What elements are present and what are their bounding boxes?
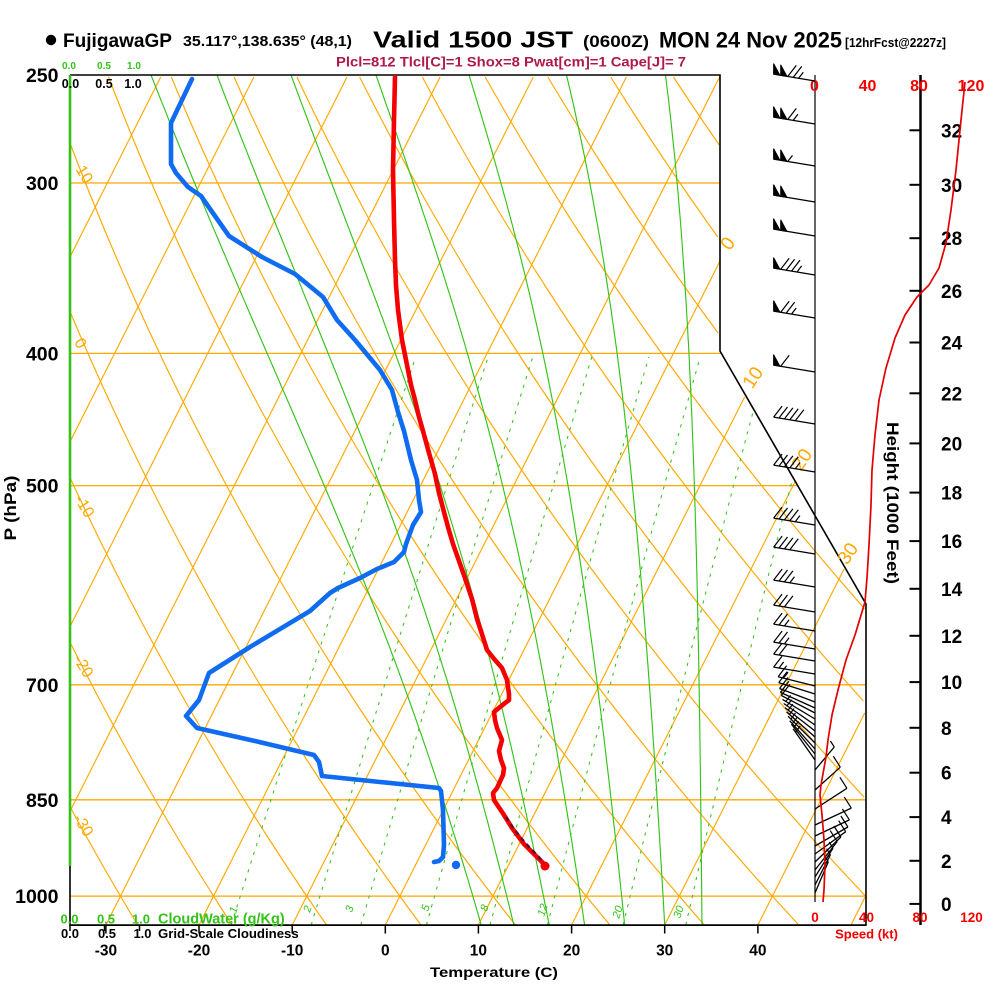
svg-text:8: 8: [478, 902, 492, 912]
svg-text:400: 400: [26, 343, 59, 365]
svg-text:0.5: 0.5: [95, 77, 112, 91]
svg-text:12: 12: [941, 627, 962, 648]
svg-text:Valid 1500 JST: Valid 1500 JST: [373, 27, 574, 53]
svg-text:3: 3: [343, 903, 357, 913]
svg-text:6: 6: [941, 764, 952, 785]
svg-text:(0600Z): (0600Z): [583, 33, 649, 51]
svg-text:20: 20: [563, 943, 580, 960]
svg-text:80: 80: [910, 78, 928, 95]
svg-text:2: 2: [301, 904, 315, 914]
svg-text:0.0: 0.0: [62, 61, 76, 72]
svg-text:14: 14: [941, 580, 963, 601]
svg-text:40: 40: [749, 943, 766, 960]
svg-text:0: 0: [811, 910, 819, 925]
svg-text:40: 40: [859, 78, 877, 95]
svg-text:-20: -20: [188, 943, 210, 960]
svg-text:30: 30: [941, 176, 962, 197]
svg-text:Temperature (C): Temperature (C): [430, 964, 558, 980]
svg-text:40: 40: [859, 910, 874, 925]
svg-text:1.0: 1.0: [133, 926, 151, 941]
svg-text:Plcl=812 Tlcl[C]=1 Shox=8 Pwat: Plcl=812 Tlcl[C]=1 Shox=8 Pwat[cm]=1 Cap…: [336, 55, 686, 70]
svg-text:Grid-Scale Cloudiness: Grid-Scale Cloudiness: [158, 926, 299, 941]
svg-text:35.117°,138.635° (48,1): 35.117°,138.635° (48,1): [183, 34, 352, 50]
svg-text:250: 250: [26, 65, 59, 87]
svg-text:26: 26: [941, 282, 962, 303]
svg-text:[12hrFcst@2227z]: [12hrFcst@2227z]: [845, 36, 946, 50]
svg-text:30: 30: [672, 904, 687, 920]
svg-text:32: 32: [941, 121, 962, 142]
svg-text:0.0: 0.0: [60, 912, 78, 927]
svg-text:1.0: 1.0: [132, 912, 150, 927]
svg-text:MON 24 Nov 2025: MON 24 Nov 2025: [659, 28, 842, 53]
svg-text:0: 0: [381, 943, 390, 960]
svg-text:300: 300: [26, 173, 59, 195]
svg-text:20: 20: [610, 904, 626, 921]
svg-text:850: 850: [26, 790, 59, 812]
svg-text:0.5: 0.5: [97, 61, 111, 72]
svg-text:1.0: 1.0: [124, 77, 141, 91]
svg-text:22: 22: [941, 384, 962, 405]
svg-text:700: 700: [26, 675, 59, 697]
svg-text:2: 2: [941, 852, 952, 873]
svg-text:18: 18: [941, 484, 962, 505]
svg-text:120: 120: [958, 78, 985, 95]
svg-text:12: 12: [536, 902, 551, 917]
svg-text:120: 120: [960, 910, 983, 925]
svg-text:CloudWater (g/Kg): CloudWater (g/Kg): [158, 912, 285, 928]
svg-text:10: 10: [941, 673, 962, 694]
svg-text:4: 4: [941, 808, 952, 829]
svg-text:0: 0: [941, 895, 952, 916]
svg-text:1: 1: [227, 905, 240, 915]
svg-text:24: 24: [941, 334, 963, 355]
svg-text:30: 30: [656, 943, 673, 960]
svg-text:10: 10: [72, 163, 96, 187]
svg-text:8: 8: [941, 719, 952, 740]
svg-text:16: 16: [941, 532, 962, 553]
svg-text:FujigawaGP: FujigawaGP: [63, 30, 172, 52]
svg-text:0.0: 0.0: [61, 926, 79, 941]
svg-text:80: 80: [912, 910, 927, 925]
svg-text:Height (1000 Feet): Height (1000 Feet): [883, 422, 901, 584]
svg-text:-10: -10: [281, 943, 303, 960]
svg-text:-30: -30: [95, 943, 117, 960]
svg-text:5: 5: [419, 902, 433, 912]
svg-text:1.0: 1.0: [127, 61, 141, 72]
svg-text:0.5: 0.5: [97, 912, 115, 927]
svg-text:20: 20: [941, 434, 962, 455]
svg-text:1000: 1000: [15, 886, 59, 908]
svg-text:0.0: 0.0: [62, 77, 79, 91]
svg-text:0: 0: [810, 78, 819, 95]
svg-text:500: 500: [26, 476, 59, 498]
svg-text:Speed (kt): Speed (kt): [835, 927, 898, 942]
svg-text:P (hPa): P (hPa): [1, 476, 20, 541]
svg-text:0.5: 0.5: [98, 926, 116, 941]
svg-text:10: 10: [470, 943, 487, 960]
